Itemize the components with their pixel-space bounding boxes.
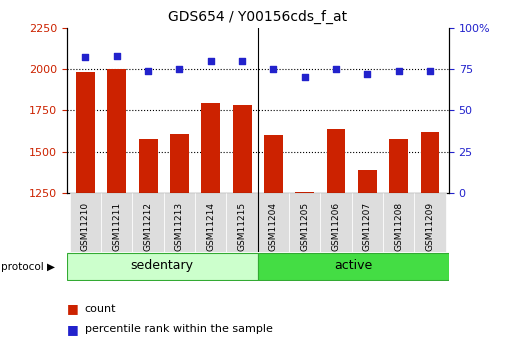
Bar <box>264 135 283 345</box>
Text: protocol ▶: protocol ▶ <box>1 262 54 272</box>
Point <box>175 66 184 72</box>
Bar <box>170 134 189 345</box>
Point <box>269 66 278 72</box>
Point <box>426 68 434 73</box>
FancyBboxPatch shape <box>258 253 449 280</box>
FancyBboxPatch shape <box>67 253 258 280</box>
Text: GSM11209: GSM11209 <box>426 202 435 251</box>
Bar <box>295 191 314 345</box>
Text: active: active <box>334 259 372 273</box>
Bar <box>107 69 126 345</box>
Point <box>394 68 403 73</box>
FancyBboxPatch shape <box>164 193 195 252</box>
FancyBboxPatch shape <box>352 193 383 252</box>
FancyBboxPatch shape <box>321 193 352 252</box>
Bar <box>327 129 345 345</box>
Point <box>207 58 215 63</box>
Bar <box>421 132 440 345</box>
Text: ■: ■ <box>67 323 78 336</box>
Point <box>238 58 246 63</box>
FancyBboxPatch shape <box>415 193 446 252</box>
Point <box>301 75 309 80</box>
Bar <box>76 72 95 345</box>
FancyBboxPatch shape <box>258 193 289 252</box>
Text: GSM11212: GSM11212 <box>144 202 153 251</box>
Text: count: count <box>85 304 116 314</box>
Text: GSM11213: GSM11213 <box>175 202 184 251</box>
Text: GSM11205: GSM11205 <box>300 202 309 251</box>
Text: GSM11215: GSM11215 <box>238 202 247 251</box>
FancyBboxPatch shape <box>132 193 164 252</box>
Bar <box>358 170 377 345</box>
FancyBboxPatch shape <box>195 193 226 252</box>
FancyBboxPatch shape <box>101 193 132 252</box>
Text: GSM11214: GSM11214 <box>206 202 215 251</box>
Text: GSM11211: GSM11211 <box>112 202 121 251</box>
Point <box>113 53 121 59</box>
Point <box>332 66 340 72</box>
Text: GSM11208: GSM11208 <box>394 202 403 251</box>
Text: percentile rank within the sample: percentile rank within the sample <box>85 325 272 334</box>
Text: GSM11204: GSM11204 <box>269 202 278 251</box>
Text: GSM11210: GSM11210 <box>81 202 90 251</box>
Text: GSM11207: GSM11207 <box>363 202 372 251</box>
FancyBboxPatch shape <box>70 193 101 252</box>
Bar <box>389 139 408 345</box>
FancyBboxPatch shape <box>383 193 415 252</box>
Point <box>82 55 90 60</box>
Bar <box>202 103 220 345</box>
Text: GSM11206: GSM11206 <box>331 202 341 251</box>
Text: GDS654 / Y00156cds_f_at: GDS654 / Y00156cds_f_at <box>168 10 347 24</box>
Point <box>144 68 152 73</box>
Bar <box>233 105 251 345</box>
FancyBboxPatch shape <box>226 193 258 252</box>
Bar <box>139 139 157 345</box>
Text: sedentary: sedentary <box>131 259 194 273</box>
FancyBboxPatch shape <box>289 193 321 252</box>
Text: ■: ■ <box>67 302 78 315</box>
Point <box>363 71 371 77</box>
